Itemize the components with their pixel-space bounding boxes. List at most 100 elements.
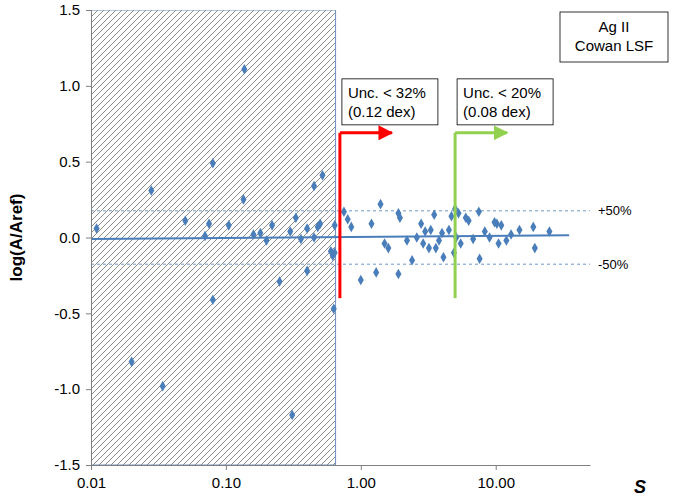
point (240, 194, 246, 205)
point (311, 232, 317, 243)
threshold-box (457, 79, 553, 125)
point (446, 225, 452, 236)
point (426, 243, 432, 254)
tick-label: 1.5 (59, 1, 80, 18)
point (210, 294, 216, 305)
reference-label: +50% (598, 203, 632, 218)
point (428, 225, 434, 236)
point (277, 276, 283, 287)
point (439, 228, 445, 239)
point (466, 216, 472, 227)
point (414, 232, 420, 243)
point (496, 238, 502, 249)
point (422, 226, 428, 237)
tick-label: 10.00 (477, 474, 515, 491)
point (482, 226, 488, 237)
point (368, 219, 374, 230)
point (377, 199, 383, 210)
point (319, 170, 325, 181)
tick-mark (86, 389, 91, 390)
point (546, 226, 552, 237)
point (341, 206, 347, 217)
tick-mark (86, 162, 91, 163)
axis-line (92, 465, 591, 466)
point (470, 234, 476, 245)
point (182, 216, 188, 227)
tick-label: -0.5 (54, 305, 80, 322)
reference-label: -50% (598, 257, 629, 272)
point (476, 206, 482, 217)
point (404, 235, 410, 246)
chart: Unc. < 32%(0.12 dex)Unc. < 20%(0.08 dex)… (0, 0, 679, 502)
point (129, 357, 135, 368)
tick: 0.10 (212, 465, 241, 491)
tick: 1.5 (59, 1, 91, 18)
x-axis: 0.01 0.10 1.00 10.00 (77, 465, 591, 491)
threshold-label: Unc. < 20% (463, 84, 541, 101)
tick-mark (91, 465, 92, 470)
point (477, 253, 483, 264)
tick-mark (86, 238, 91, 239)
threshold-line (454, 133, 457, 298)
tick-mark (86, 465, 91, 466)
tick: 10.00 (477, 465, 515, 491)
point (304, 223, 310, 234)
point (418, 219, 424, 230)
point (160, 381, 166, 392)
point (532, 243, 538, 254)
threshold-line (338, 133, 341, 298)
tick-label: 1.00 (347, 474, 376, 491)
point (331, 304, 337, 315)
tick: -0.5 (54, 305, 91, 322)
point (94, 223, 100, 234)
point (516, 225, 522, 236)
point (458, 238, 464, 249)
axis-line (91, 11, 92, 466)
point (250, 229, 256, 240)
tick: 1.0 (59, 77, 91, 94)
point (311, 181, 317, 192)
tick-label: 0.01 (77, 474, 106, 491)
point (287, 226, 293, 237)
point (409, 255, 415, 266)
info-box-label: Ag II (599, 18, 630, 35)
point (263, 235, 269, 246)
point (348, 222, 354, 233)
point (332, 220, 338, 231)
point (385, 243, 391, 254)
point (241, 64, 247, 75)
tick-label: 0.0 (59, 229, 80, 246)
tick-label: -1.5 (54, 456, 80, 473)
point (358, 275, 364, 286)
point (317, 219, 323, 230)
threshold-label: (0.08 dex) (463, 103, 531, 120)
x-axis-title: S (634, 477, 646, 497)
point (503, 235, 509, 246)
point (257, 228, 263, 239)
y-axis: -1.5 -1.0 -0.5 0.0 0.5 1.0 1.5 (54, 1, 91, 473)
threshold-arrow (340, 131, 392, 134)
point (436, 235, 442, 246)
tick-mark (226, 465, 227, 470)
point (530, 222, 536, 233)
point (269, 220, 275, 231)
tick-label: 0.10 (212, 474, 241, 491)
threshold-arrow (455, 131, 507, 134)
point (289, 410, 295, 421)
point (202, 231, 208, 242)
info-box-label: Cowan LSF (575, 37, 653, 54)
point (433, 243, 439, 254)
point (397, 213, 403, 224)
point (210, 158, 216, 169)
tick: 0.01 (77, 465, 106, 491)
tick-mark (496, 465, 497, 470)
tick-mark (86, 86, 91, 87)
point (345, 214, 351, 225)
tick-mark (361, 465, 362, 470)
tick: 0.5 (59, 153, 91, 170)
tick-mark (86, 313, 91, 314)
tick: -1.0 (54, 380, 91, 397)
point (293, 213, 299, 224)
point (486, 232, 492, 243)
threshold-label: Unc. < 32% (348, 84, 426, 101)
